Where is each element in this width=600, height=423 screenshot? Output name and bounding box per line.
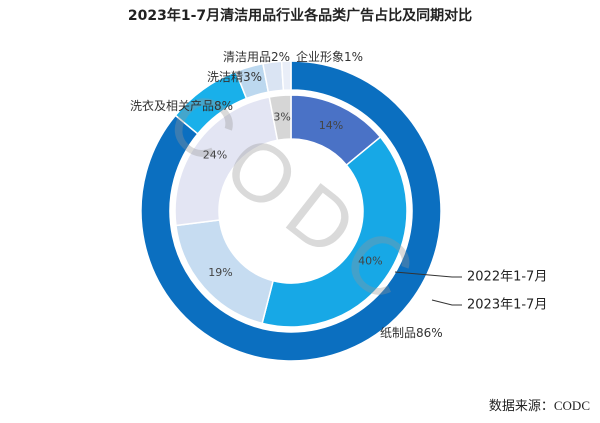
- data-label: 14%: [319, 119, 343, 132]
- source: 数据来源：CODC: [489, 398, 590, 413]
- donut-segment: [268, 94, 292, 142]
- leader-line: [431, 299, 462, 306]
- chart-title: 2023年1-7月清洁用品行业各品类广告占比及同期对比: [128, 7, 472, 24]
- donut-segment: [261, 136, 408, 328]
- series-label: 2023年1-7月: [467, 298, 547, 313]
- series-label: 2022年1-7月: [467, 270, 547, 285]
- leader-line: [394, 271, 462, 278]
- category-label: 纸制品: [380, 326, 416, 340]
- category-label: 企业形象: [296, 49, 344, 64]
- value-label: 8%: [214, 99, 233, 113]
- data-label: 洗洁精3%: [207, 70, 262, 84]
- data-label: 40%: [358, 254, 382, 267]
- category-label: 洗衣及相关产品: [130, 98, 214, 113]
- rings: [140, 60, 442, 362]
- value-label: 86%: [416, 326, 443, 340]
- category-label: 清洁用品: [223, 50, 271, 64]
- donut-segment: [280, 60, 292, 92]
- donut-segment: [140, 60, 442, 362]
- data-label: 清洁用品2%: [223, 50, 290, 64]
- value-label: 1%: [344, 50, 363, 64]
- data-label: 24%: [203, 149, 227, 162]
- data-label: 3%: [273, 110, 290, 123]
- data-label: 19%: [208, 266, 232, 279]
- data-label: 洗衣及相关产品8%: [130, 98, 233, 113]
- value-label: 3%: [243, 70, 262, 84]
- data-label: 纸制品86%: [380, 326, 443, 340]
- value-label: 2%: [271, 50, 290, 64]
- category-label: 洗洁精: [207, 70, 243, 84]
- data-label: 企业形象1%: [296, 49, 363, 64]
